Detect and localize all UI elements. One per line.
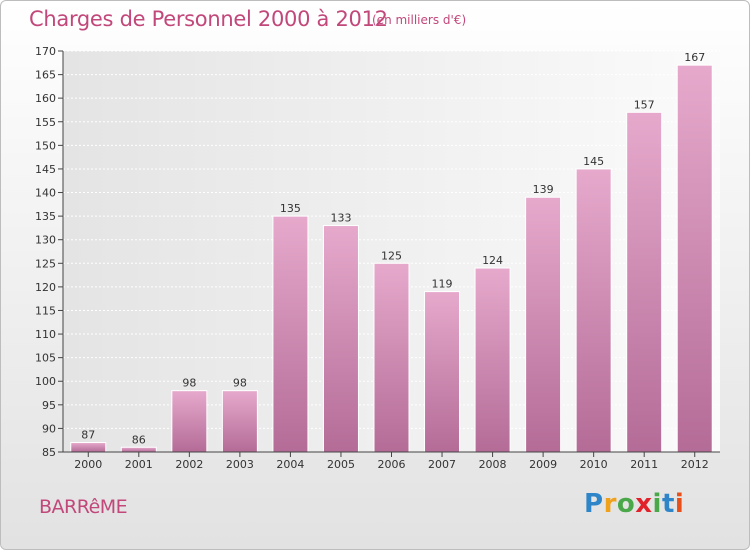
y-tick-label: 95 (42, 399, 56, 412)
bar (626, 111, 663, 453)
bar-value-label: 135 (280, 202, 301, 215)
x-tick-label: 2008 (479, 458, 507, 471)
y-tick-label: 140 (35, 187, 56, 200)
bar (474, 267, 511, 453)
x-tick-label: 2004 (276, 458, 304, 471)
y-tick-label: 105 (35, 352, 56, 365)
bar-value-label: 167 (684, 51, 705, 64)
x-tick-label: 2001 (125, 458, 153, 471)
bar-value-label: 133 (330, 212, 351, 225)
y-tick-label: 115 (35, 304, 56, 317)
bar (525, 196, 562, 453)
chart-title: Charges de Personnel 2000 à 2012 (29, 7, 388, 31)
x-tick-label: 2005 (327, 458, 355, 471)
bar-value-label: 98 (233, 377, 247, 390)
x-tick-label: 2010 (580, 458, 608, 471)
bar (120, 446, 157, 453)
y-tick-label: 135 (35, 210, 56, 223)
y-tick-label: 150 (35, 139, 56, 152)
chart-unit-label: (en milliers d'€) (372, 13, 467, 27)
x-tick-label: 2009 (529, 458, 557, 471)
bar (373, 262, 410, 453)
bar (322, 225, 359, 453)
x-tick-label: 2000 (74, 458, 102, 471)
y-tick-label: 100 (35, 375, 56, 388)
logo-letter: t (661, 489, 675, 519)
bar-value-label: 145 (583, 155, 604, 168)
logo-letter: i (652, 489, 662, 519)
y-tick-label: 120 (35, 281, 56, 294)
y-tick-label: 90 (42, 422, 56, 435)
bar-value-label: 125 (381, 249, 402, 262)
bar (424, 291, 461, 453)
bar-value-label: 86 (132, 433, 146, 446)
y-tick-label: 130 (35, 234, 56, 247)
y-tick-label: 85 (42, 446, 56, 459)
bar (70, 442, 107, 453)
x-tick-label: 2007 (428, 458, 456, 471)
x-tick-label: 2006 (378, 458, 406, 471)
bar-value-label: 98 (182, 377, 196, 390)
bar-value-label: 87 (81, 429, 95, 442)
bar-value-label: 124 (482, 254, 503, 267)
bar (171, 390, 208, 453)
proxiti-logo: Proxiti (584, 489, 684, 519)
logo-letter: P (584, 489, 604, 519)
bar (575, 168, 612, 453)
logo-letter: r (603, 489, 617, 519)
y-tick-label: 110 (35, 328, 56, 341)
y-tick-label: 170 (35, 45, 56, 58)
bar-value-label: 119 (432, 278, 453, 291)
commune-name: BARRêME (39, 496, 128, 518)
x-tick-label: 2011 (630, 458, 658, 471)
y-tick-label: 160 (35, 92, 56, 105)
logo-letter: o (616, 489, 636, 519)
logo-letter: i (674, 489, 685, 519)
y-tick-label: 125 (35, 257, 56, 270)
bar-value-label: 139 (533, 183, 554, 196)
y-tick-label: 155 (35, 116, 56, 129)
bar (676, 64, 713, 453)
bar (272, 215, 309, 453)
x-tick-label: 2002 (175, 458, 203, 471)
y-tick-label: 165 (35, 69, 56, 82)
x-tick-label: 2012 (681, 458, 709, 471)
logo-letter: x (635, 489, 653, 519)
x-tick-label: 2003 (226, 458, 254, 471)
bar (221, 390, 258, 453)
y-tick-label: 145 (35, 163, 56, 176)
bar-value-label: 157 (634, 98, 655, 111)
